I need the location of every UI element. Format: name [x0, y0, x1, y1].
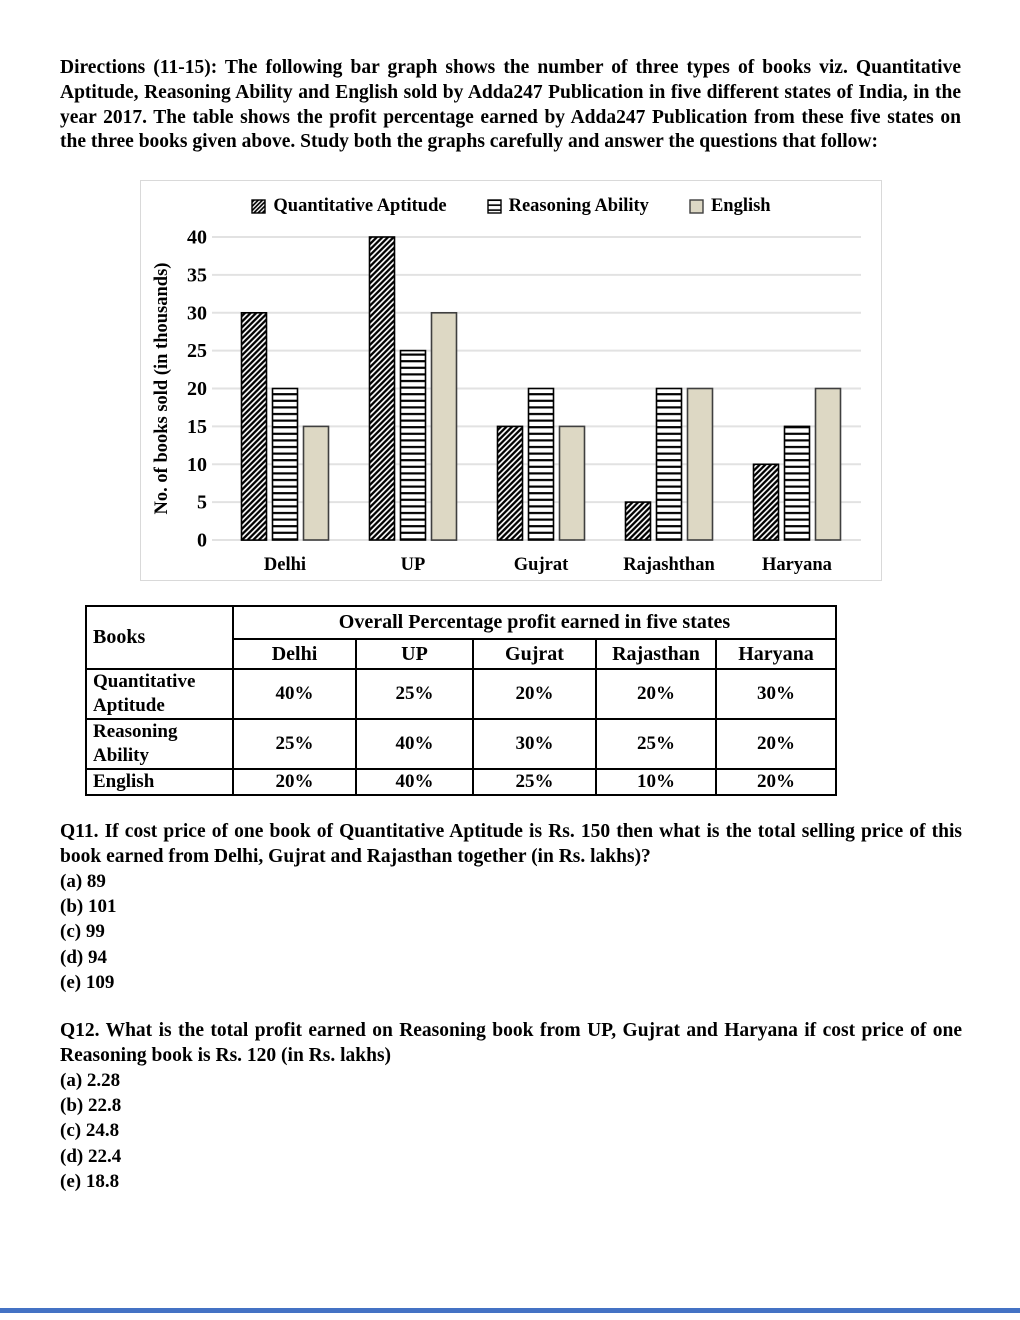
question-q12: Q12. What is the total profit earned on …: [60, 1018, 962, 1194]
table-row: Reasoning Ability 25% 40% 30% 25% 20%: [85, 718, 837, 770]
table-percent-cell: 20%: [472, 668, 597, 720]
footer-rule: [0, 1308, 1020, 1313]
svg-text:10: 10: [187, 454, 207, 476]
answer-option: (a) 89: [60, 871, 106, 892]
legend-swatch-icon: [251, 198, 267, 214]
table-percent-cell: 40%: [355, 718, 474, 770]
answer-option: (a) 2.28: [60, 1070, 121, 1092]
svg-text:25: 25: [187, 340, 207, 362]
table-row: Quantitative Aptitude 40% 25% 20% 20% 30%: [85, 668, 837, 720]
legend-label: Quantitative Aptitude: [273, 195, 447, 216]
svg-text:5: 5: [197, 492, 207, 514]
answer-option: (c) 99: [60, 921, 105, 943]
table-percent-cell: 30%: [715, 668, 837, 720]
answer-option: (d) 94: [60, 946, 107, 968]
chart-legend: Quantitative Aptitude Reasoning Ability En…: [141, 194, 881, 218]
table-percent-cell: 20%: [715, 718, 837, 770]
profit-table: Books Overall Percentage profit earned in…: [85, 605, 837, 796]
legend-swatch-icon: [689, 198, 704, 214]
svg-text:Delhi: Delhi: [264, 555, 306, 575]
table-book-name: English: [85, 768, 234, 796]
bar-chart: Quantitative Aptitude Reasoning Ability En…: [140, 180, 882, 581]
legend-item-quantitative-aptitude: Quantitative Aptitude: [251, 195, 447, 217]
table-percent-cell: 40%: [355, 768, 474, 796]
answer-option: (b) 22.8: [60, 1095, 122, 1117]
profit-table-body: Books Overall Percentage profit earned in…: [85, 605, 837, 796]
svg-text:Gujrat: Gujrat: [514, 555, 569, 575]
question-text: Q11. If cost price of one book of Quanti…: [60, 821, 962, 867]
table-percent-cell: 25%: [595, 718, 717, 770]
legend-label: English: [710, 195, 771, 216]
table-percent-cell: 20%: [232, 768, 357, 796]
table-percent-cell: 10%: [595, 768, 717, 796]
svg-text:40: 40: [187, 227, 207, 249]
answer-option: (d) 22.4: [60, 1145, 122, 1167]
svg-text:UP: UP: [401, 555, 426, 575]
table-percent-cell: 25%: [232, 718, 357, 770]
question-q11: Q11. If cost price of one book of Quanti…: [60, 819, 962, 995]
question-text: Q12. What is the total profit earned on …: [60, 1020, 962, 1067]
table-percent-cell: 30%: [472, 718, 597, 770]
table-span-header: Overall Percentage profit earned in five…: [232, 605, 837, 640]
svg-text:No. of books sold (in thousand: No. of books sold (in thousands): [152, 263, 172, 515]
svg-text:35: 35: [187, 264, 207, 286]
table-state-header: Rajasthan: [595, 638, 717, 670]
table-percent-cell: 20%: [595, 668, 717, 720]
bar-chart-svg: 0 5 10 15 20 25 30 35 40 No. of books sold (in th…: [152, 227, 861, 575]
legend-swatch-icon: [486, 198, 502, 214]
table-state-header: Haryana: [715, 638, 837, 670]
table-state-header: UP: [355, 638, 474, 670]
legend-item-english: English: [689, 196, 771, 217]
svg-text:20: 20: [187, 378, 207, 400]
legend-label: Reasoning Ability: [508, 195, 649, 216]
answer-option: (c) 24.8: [60, 1120, 120, 1142]
questions: Q11. If cost price of one book of Quanti…: [60, 819, 962, 1217]
table-book-name: Reasoning Ability: [85, 718, 234, 770]
table-book-name: Quantitative Aptitude: [85, 668, 234, 720]
table-state-header: Gujrat: [472, 638, 597, 670]
answer-option: (e) 18.8: [60, 1170, 120, 1192]
directions-text: Directions (11-15): The following bar gr…: [60, 57, 961, 153]
table-percent-cell: 25%: [355, 668, 474, 720]
table-percent-cell: 40%: [232, 668, 357, 720]
table-state-header: Delhi: [232, 638, 357, 670]
svg-text:30: 30: [187, 302, 207, 324]
table-percent-cell: 25%: [472, 768, 597, 796]
svg-text:15: 15: [187, 416, 207, 438]
svg-text:0: 0: [197, 530, 207, 552]
table-corner-header: Books: [85, 605, 234, 670]
legend-item-reasoning-ability: Reasoning Ability: [486, 195, 649, 217]
svg-text:Haryana: Haryana: [762, 555, 832, 575]
answer-option: (b) 101: [60, 896, 117, 918]
table-percent-cell: 20%: [715, 768, 837, 796]
answer-option: (e) 109: [60, 971, 115, 993]
table-row: English 20% 40% 25% 10% 20%: [85, 768, 837, 796]
svg-text:Rajashthan: Rajashthan: [623, 555, 715, 575]
